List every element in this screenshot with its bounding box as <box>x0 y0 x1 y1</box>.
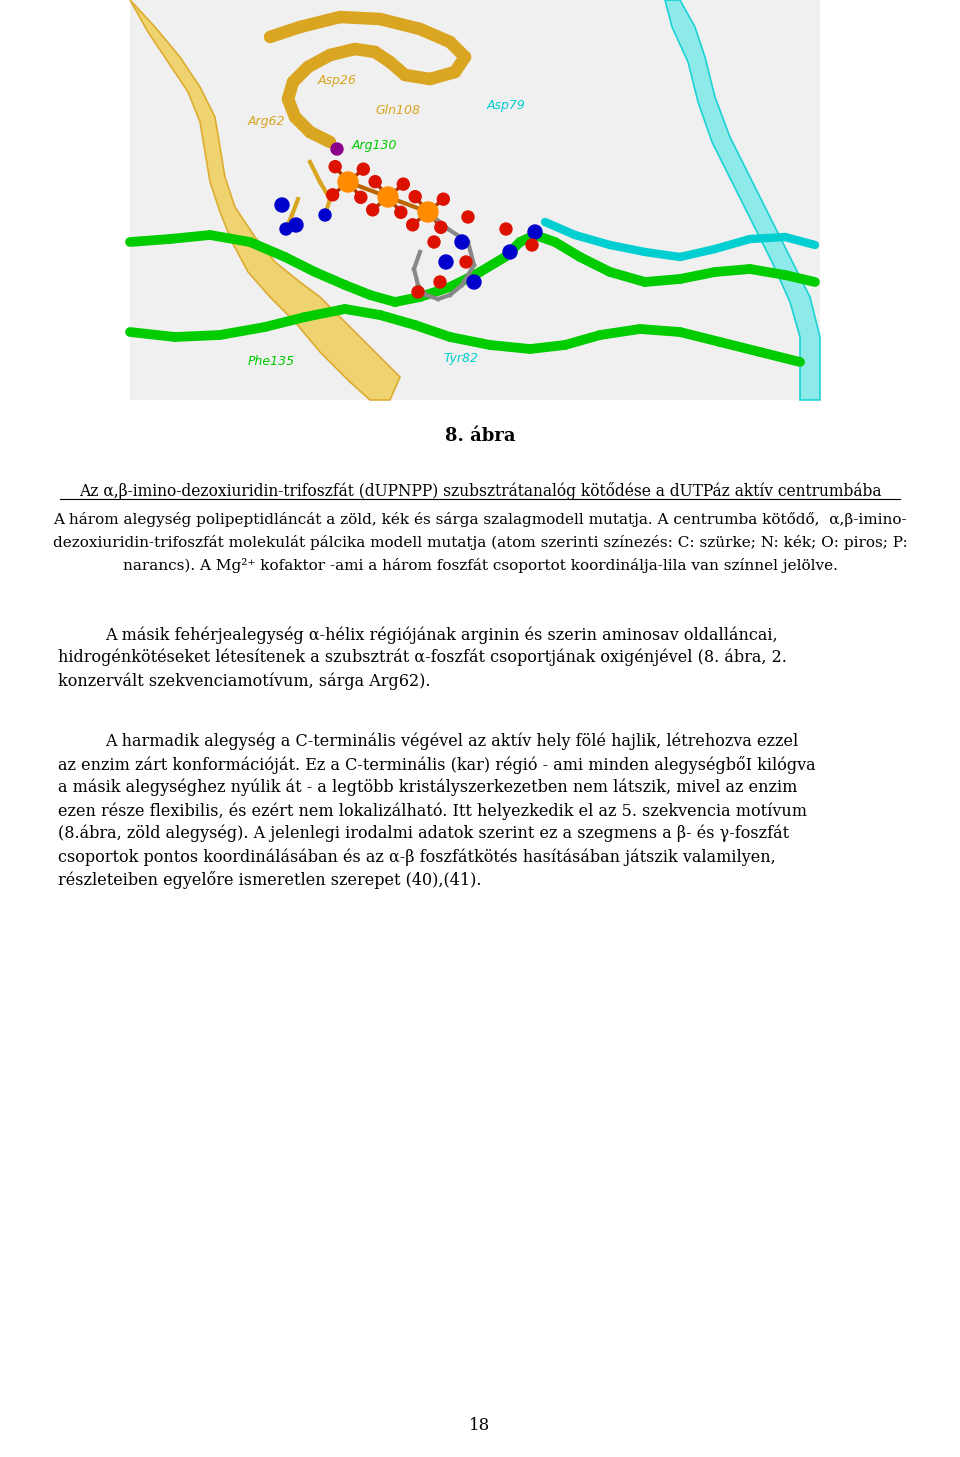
Polygon shape <box>665 0 820 401</box>
Circle shape <box>280 223 292 235</box>
Text: az enzim zárt konformációját. Ez a C-terminális (kar) régió - ami minden alegysé: az enzim zárt konformációját. Ez a C-ter… <box>58 756 816 774</box>
Text: Asp79: Asp79 <box>487 99 526 112</box>
Circle shape <box>528 224 542 239</box>
Circle shape <box>455 235 469 249</box>
Circle shape <box>378 186 398 207</box>
Text: hidrogénkötéseket létesítenek a szubsztrát α-foszfát csoportjának oxigénjével (8: hidrogénkötéseket létesítenek a szubsztr… <box>58 648 787 666</box>
Circle shape <box>418 203 438 221</box>
Circle shape <box>467 275 481 288</box>
Circle shape <box>331 143 343 154</box>
Circle shape <box>397 178 409 191</box>
Text: Az α,β-imino-dezoxiuridin-trifoszfát (dUPNPP) szubsztrátanalóg kötődése a dUTPáz: Az α,β-imino-dezoxiuridin-trifoszfát (dU… <box>79 482 881 500</box>
Circle shape <box>355 191 367 204</box>
Text: csoportok pontos koordinálásában és az α-β foszfátkötés hasításában játszik vala: csoportok pontos koordinálásában és az α… <box>58 848 776 865</box>
Text: részleteiben egyelőre ismeretlen szerepet (40),(41).: részleteiben egyelőre ismeretlen szerepe… <box>58 871 482 889</box>
Circle shape <box>329 160 341 173</box>
Circle shape <box>435 221 446 233</box>
Text: A másik fehérjealegység α-hélix régiójának arginin és szerin aminosav oldallánca: A másik fehérjealegység α-hélix régióján… <box>105 627 778 644</box>
Circle shape <box>428 236 440 248</box>
FancyBboxPatch shape <box>130 0 820 401</box>
Text: dezoxiuridin-trifoszfát molekulát pálcika modell mutatja (atom szerinti színezés: dezoxiuridin-trifoszfát molekulát pálcik… <box>53 535 907 549</box>
Text: Tyr82: Tyr82 <box>443 353 478 366</box>
Text: (8.ábra, zöld alegység). A jelenlegi irodalmi adatok szerint ez a szegmens a β- : (8.ábra, zöld alegység). A jelenlegi iro… <box>58 825 789 842</box>
Circle shape <box>319 208 331 221</box>
Circle shape <box>434 275 446 288</box>
Text: 8. ábra: 8. ábra <box>444 427 516 444</box>
Text: 18: 18 <box>469 1416 491 1434</box>
Circle shape <box>503 245 517 259</box>
Circle shape <box>439 255 453 270</box>
Text: Arg62: Arg62 <box>248 115 285 128</box>
Circle shape <box>462 211 474 223</box>
Text: konzervált szekvenciamotívum, sárga Arg62).: konzervált szekvenciamotívum, sárga Arg6… <box>58 672 430 689</box>
Polygon shape <box>130 0 400 401</box>
Circle shape <box>338 172 358 192</box>
Text: Phe135: Phe135 <box>248 356 295 369</box>
Text: A három alegység polipeptidláncát a zöld, kék és sárga szalagmodell mutatja. A c: A három alegység polipeptidláncát a zöld… <box>53 511 907 527</box>
Circle shape <box>289 219 303 232</box>
Circle shape <box>407 219 419 230</box>
Circle shape <box>409 191 421 203</box>
Text: Gln108: Gln108 <box>375 103 420 117</box>
Circle shape <box>438 194 449 205</box>
Text: A harmadik alegység a C-terminális végével az aktív hely fölé hajlik, létrehozva: A harmadik alegység a C-terminális végév… <box>105 733 799 750</box>
Text: Asp26: Asp26 <box>318 74 357 87</box>
Circle shape <box>526 239 538 251</box>
Circle shape <box>326 189 339 201</box>
Circle shape <box>460 256 472 268</box>
Text: a másik alegységhez nyúlik át - a legtöbb kristályszerkezetben nem látszik, mive: a másik alegységhez nyúlik át - a legtöb… <box>58 779 798 797</box>
Circle shape <box>412 286 424 299</box>
Circle shape <box>500 223 512 235</box>
Circle shape <box>275 198 289 213</box>
Text: narancs). A Mg²⁺ kofaktor -ami a három foszfát csoportot koordinálja-lila van sz: narancs). A Mg²⁺ kofaktor -ami a három f… <box>123 558 837 573</box>
Text: Arg130: Arg130 <box>352 138 397 152</box>
Circle shape <box>357 163 370 175</box>
Circle shape <box>370 176 381 188</box>
Circle shape <box>395 207 407 219</box>
Circle shape <box>367 204 378 216</box>
Text: ezen része flexibilis, és ezért nem lokalizálható. Itt helyezkedik el az 5. szek: ezen része flexibilis, és ezért nem loka… <box>58 801 807 819</box>
